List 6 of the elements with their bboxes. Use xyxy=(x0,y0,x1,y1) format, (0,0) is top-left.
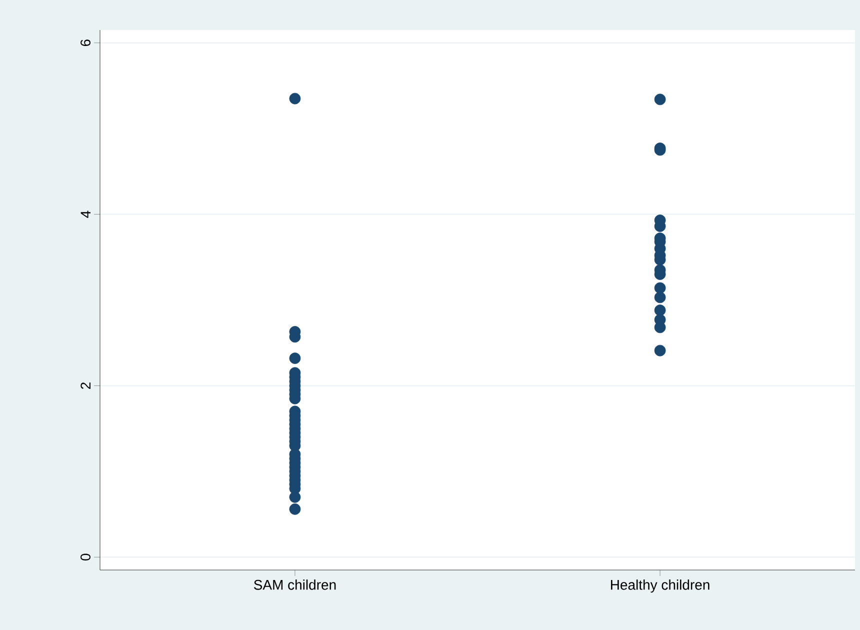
y-tick-label: 6 xyxy=(80,40,90,46)
y-tick-label: 0 xyxy=(80,554,90,560)
x-tick-label: Healthy children xyxy=(611,580,710,593)
x-tick-label: SAM children xyxy=(254,580,336,590)
y-tick-label: 2 xyxy=(80,382,90,389)
y-tick-label: 4 xyxy=(80,210,90,218)
